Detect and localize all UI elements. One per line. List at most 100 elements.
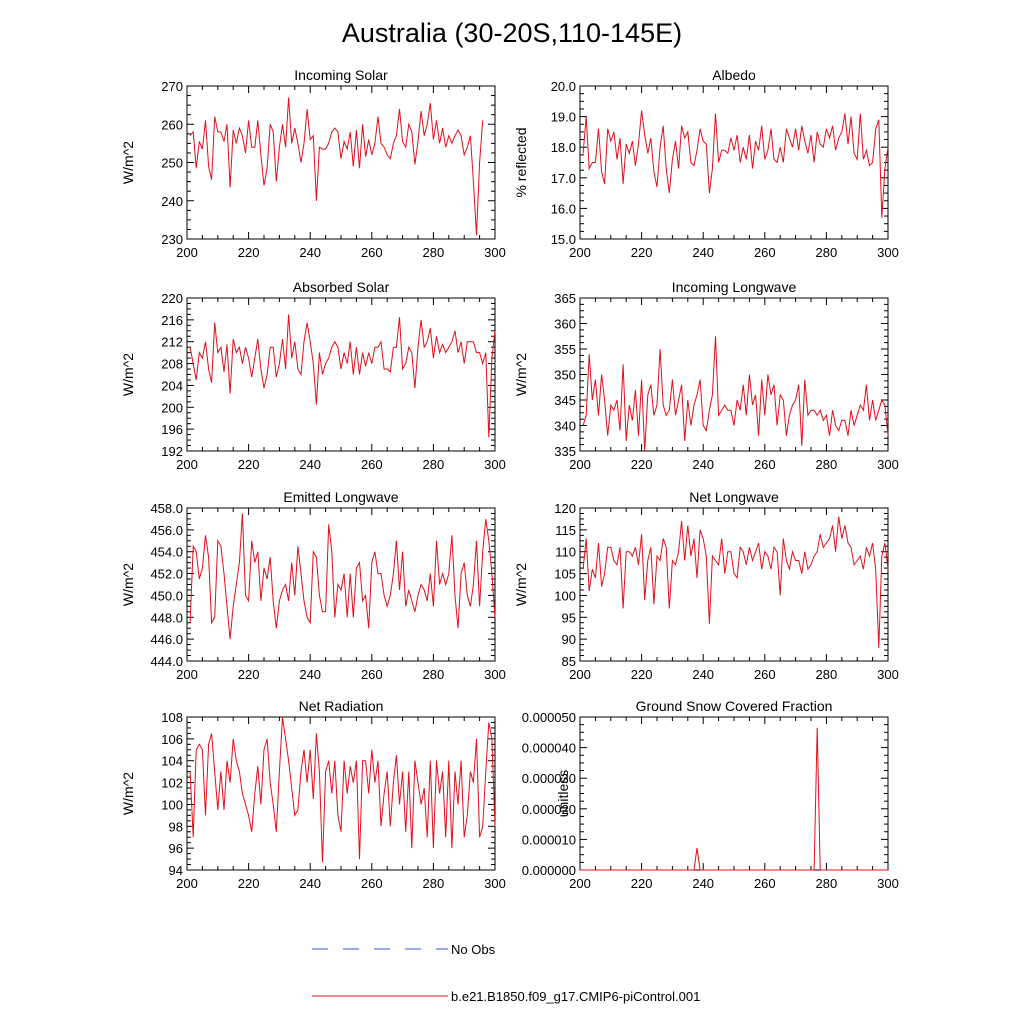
y-tick-label: 20.0 [551,79,576,94]
x-tick-label: 300 [484,667,506,682]
x-tick-label: 240 [299,245,321,260]
y-tick-label: 450.0 [150,588,183,603]
x-tick-label: 260 [361,667,383,682]
panel-8: Ground Snow Covered Fraction 200 220 240 260… [522,698,899,891]
x-tick-label: 280 [816,245,838,260]
x-tick-label: 300 [484,457,506,472]
panel-title: Ground Snow Covered Fraction [636,698,833,714]
y-tick-label: 0.000000 [522,863,576,878]
y-tick-label: 456.0 [150,523,183,538]
panel-title: Absorbed Solar [293,279,390,295]
x-tick-label: 300 [877,667,899,682]
y-tick-label: 208 [161,357,183,372]
y-tick-label: 335 [554,444,576,459]
panel-title: Incoming Solar [294,67,388,83]
y-tick-label: 16.0 [551,201,576,216]
x-tick-label: 200 [176,457,198,472]
y-axis-label: W/m^2 [120,772,136,815]
y-axis-label: W/m^2 [513,563,529,606]
y-tick-label: 444.0 [150,654,183,669]
y-tick-label: 15.0 [551,232,576,247]
panel-title: Albedo [712,67,756,83]
panel-5: Emitted Longwave 200 220 240 260 280 300 444.0 4… [120,489,506,682]
x-tick-label: 240 [299,667,321,682]
x-tick-label: 280 [816,667,838,682]
x-tick-label: 220 [631,457,653,472]
plot-frame [579,507,889,662]
y-tick-label: 350 [554,368,576,383]
y-tick-label: 454.0 [150,545,183,560]
y-tick-label: 115 [555,523,576,538]
y-axis-label: W/m^2 [120,353,136,396]
panel-7: Net Radiation 200 220 240 260 280 300 94 96 98 100… [120,698,506,891]
plot-frame [186,507,496,662]
x-tick-label: 200 [569,667,591,682]
x-tick-label: 280 [423,245,445,260]
y-tick-label: 365 [554,291,576,306]
series-line [189,97,484,236]
x-tick-label: 220 [238,457,260,472]
x-tick-label: 300 [877,457,899,472]
y-tick-label: 85 [562,654,576,669]
x-tick-label: 220 [238,245,260,260]
panel-title: Incoming Longwave [672,279,797,295]
y-tick-label: 340 [554,419,576,434]
y-tick-label: 105 [554,567,576,582]
x-tick-label: 280 [423,876,445,891]
x-tick-label: 240 [299,876,321,891]
y-tick-label: 230 [161,232,183,247]
x-tick-label: 200 [569,245,591,260]
y-tick-label: 100 [161,797,183,812]
y-tick-label: 17.0 [551,171,576,186]
x-tick-label: 260 [754,457,776,472]
y-tick-label: 0.000030 [522,771,576,786]
x-tick-label: 240 [692,245,714,260]
x-tick-label: 260 [754,876,776,891]
x-tick-label: 260 [754,245,776,260]
series-line [189,716,496,863]
series-line [582,336,889,452]
y-tick-label: 94 [169,863,183,878]
y-tick-label: 102 [161,776,183,791]
y-tick-label: 204 [161,378,183,393]
plot-frame [186,297,496,452]
figure-title: Australia (30-20S,110-145E) [342,18,682,48]
y-tick-label: 220 [161,291,183,306]
panel-2: Albedo 200 220 240 260 280 300 15.0 16.0 17.0 18.0… [513,67,899,260]
x-tick-label: 300 [484,876,506,891]
x-tick-label: 300 [484,245,506,260]
y-tick-label: 250 [161,156,183,171]
y-axis-label: W/m^2 [120,563,136,606]
panel-title: Emitted Longwave [283,489,398,505]
x-tick-label: 200 [176,667,198,682]
y-tick-label: 270 [161,79,183,94]
y-tick-label: 19.0 [551,110,576,125]
panel-4: Incoming Longwave 200 220 240 260 280 300 335 34… [513,279,899,472]
plot-frame [579,85,889,240]
y-tick-label: 458.0 [150,501,183,516]
y-axis-label: W/m^2 [513,353,529,396]
y-tick-label: 212 [161,335,183,350]
x-tick-label: 260 [361,457,383,472]
legend: No Obs b.e21.B1850.f09_g17.CMIP6-piContr… [312,942,700,1004]
y-tick-label: 452.0 [150,567,183,582]
x-tick-label: 200 [569,457,591,472]
y-axis-label: W/m^2 [120,141,136,184]
x-tick-label: 280 [816,457,838,472]
y-tick-label: 360 [554,317,576,332]
x-tick-label: 240 [692,457,714,472]
x-tick-label: 200 [176,876,198,891]
series-line [189,513,496,640]
y-tick-label: 0.000020 [522,802,576,817]
x-tick-label: 200 [569,876,591,891]
panel-title: Net Longwave [689,489,779,505]
y-tick-label: 0.000050 [522,710,576,725]
y-tick-label: 196 [161,422,183,437]
y-tick-label: 95 [562,610,576,625]
y-tick-label: 98 [169,819,183,834]
x-tick-label: 220 [631,667,653,682]
x-tick-label: 240 [299,457,321,472]
y-tick-label: 90 [562,632,576,647]
x-tick-label: 240 [692,667,714,682]
series-line [582,516,889,648]
